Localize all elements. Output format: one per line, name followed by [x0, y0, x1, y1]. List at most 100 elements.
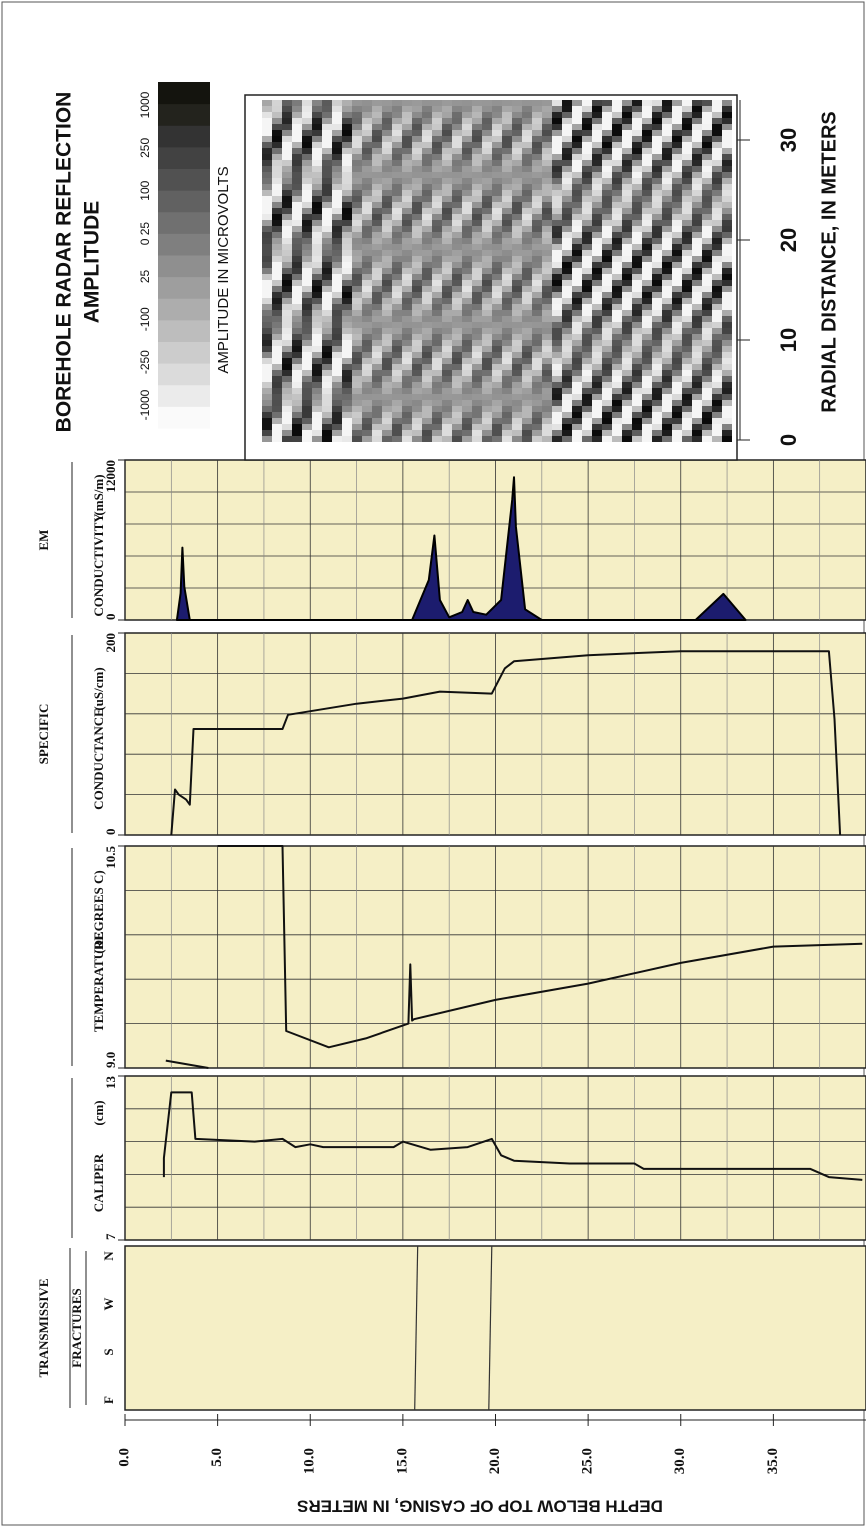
radar-pixel	[352, 370, 362, 376]
radar-pixel	[272, 328, 282, 334]
radar-pixel	[492, 286, 502, 292]
radar-pixel	[502, 376, 512, 382]
radar-pixel	[622, 142, 632, 148]
radar-pixel	[702, 430, 712, 436]
radar-pixel	[702, 346, 712, 352]
radar-pixel	[592, 352, 602, 358]
radar-pixel	[312, 160, 322, 166]
radar-pixel	[712, 100, 722, 106]
radar-pixel	[432, 418, 442, 424]
radar-pixel	[322, 364, 332, 370]
radar-pixel	[362, 286, 372, 292]
radar-pixel	[572, 406, 582, 412]
radar-pixel	[632, 310, 642, 316]
radar-pixel	[572, 208, 582, 214]
radar-pixel	[422, 166, 432, 172]
radar-pixel	[312, 106, 322, 112]
radar-pixel	[702, 208, 712, 214]
radar-pixel	[382, 106, 392, 112]
radar-pixel	[512, 160, 522, 166]
radar-pixel	[372, 202, 382, 208]
radar-pixel	[482, 316, 492, 322]
radar-pixel	[702, 292, 712, 298]
radar-pixel	[462, 124, 472, 130]
radar-pixel	[402, 406, 412, 412]
radar-pixel	[392, 358, 402, 364]
radar-pixel	[462, 286, 472, 292]
radar-pixel	[722, 340, 732, 346]
radar-pixel	[472, 436, 482, 442]
radar-pixel	[642, 364, 652, 370]
radar-pixel	[552, 274, 562, 280]
radar-pixel	[442, 184, 452, 190]
radar-pixel	[602, 316, 612, 322]
radar-pixel	[452, 328, 462, 334]
radar-pixel	[572, 112, 582, 118]
radar-pixel	[382, 412, 392, 418]
radar-pixel	[442, 310, 452, 316]
radar-pixel	[632, 388, 642, 394]
radar-pixel	[292, 142, 302, 148]
radar-pixel	[652, 310, 662, 316]
radar-pixel	[572, 172, 582, 178]
radar-pixel	[492, 412, 502, 418]
radar-pixel	[302, 214, 312, 220]
radar-pixel	[522, 208, 532, 214]
radar-pixel	[422, 214, 432, 220]
radar-pixel	[712, 130, 722, 136]
radar-pixel	[392, 208, 402, 214]
radar-pixel	[612, 388, 622, 394]
radar-pixel	[512, 118, 522, 124]
radar-pixel	[452, 364, 462, 370]
radar-pixel	[442, 400, 452, 406]
radar-pixel	[672, 154, 682, 160]
radar-pixel	[682, 328, 692, 334]
radar-pixel	[492, 334, 502, 340]
radar-pixel	[522, 316, 532, 322]
radar-pixel	[352, 100, 362, 106]
radar-pixel	[672, 208, 682, 214]
radar-pixel	[422, 232, 432, 238]
radar-pixel	[292, 196, 302, 202]
radar-pixel	[652, 220, 662, 226]
radar-pixel	[542, 160, 552, 166]
radar-pixel	[382, 298, 392, 304]
radar-pixel	[342, 232, 352, 238]
radar-pixel	[652, 328, 662, 334]
radar-pixel	[622, 424, 632, 430]
radar-pixel	[692, 358, 702, 364]
depth-tick-label: 0.0	[116, 1448, 132, 1467]
radar-pixel	[622, 106, 632, 112]
radar-pixel	[572, 370, 582, 376]
radar-pixel	[442, 430, 452, 436]
radar-pixel	[662, 238, 672, 244]
radar-pixel	[482, 424, 492, 430]
radar-pixel	[642, 376, 652, 382]
radar-pixel	[582, 100, 592, 106]
radar-pixel	[332, 112, 342, 118]
radar-pixel	[542, 232, 552, 238]
radar-pixel	[582, 130, 592, 136]
radar-pixel	[402, 382, 412, 388]
radar-pixel	[482, 322, 492, 328]
radar-pixel	[512, 310, 522, 316]
radar-pixel	[602, 136, 612, 142]
radar-pixel	[562, 214, 572, 220]
radar-pixel	[482, 310, 492, 316]
radar-pixel	[562, 268, 572, 274]
radar-pixel	[662, 430, 672, 436]
radar-pixel	[502, 238, 512, 244]
radar-pixel	[272, 214, 282, 220]
radar-pixel	[632, 178, 642, 184]
radar-pixel	[492, 388, 502, 394]
radar-pixel	[442, 214, 452, 220]
radar-pixel	[492, 232, 502, 238]
radar-pixel	[262, 424, 272, 430]
radar-pixel	[312, 364, 322, 370]
radar-pixel	[442, 346, 452, 352]
radar-pixel	[582, 184, 592, 190]
radar-pixel	[512, 106, 522, 112]
radar-pixel	[332, 412, 342, 418]
radar-pixel	[272, 166, 282, 172]
radar-pixel	[452, 394, 462, 400]
